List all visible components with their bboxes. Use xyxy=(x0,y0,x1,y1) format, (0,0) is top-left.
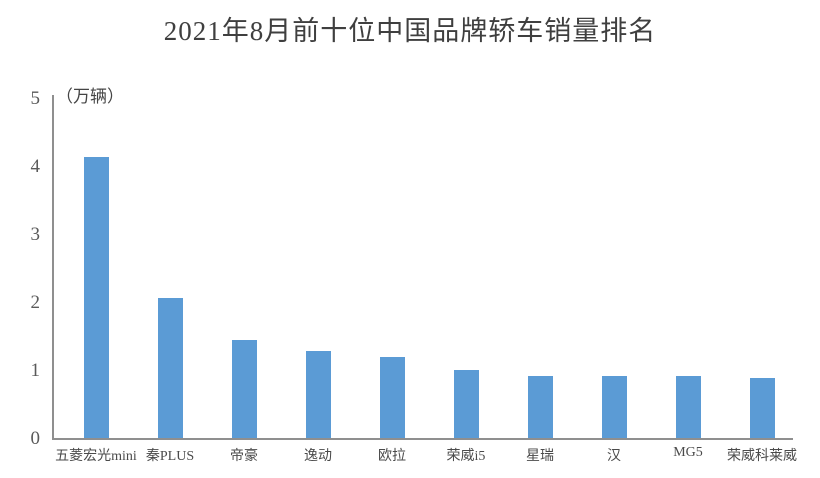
y-tick-label: 1 xyxy=(30,360,41,381)
x-axis-label: MG5 xyxy=(673,445,703,460)
bar xyxy=(83,156,109,439)
bar xyxy=(231,340,257,439)
y-axis-unit-label: （万辆） xyxy=(56,87,124,106)
y-tick-label: 5 xyxy=(30,88,41,109)
bar xyxy=(601,376,627,439)
y-tick-label: 3 xyxy=(30,224,41,245)
x-axis-line xyxy=(52,438,793,440)
bar xyxy=(305,350,331,439)
x-axis-label: 星瑞 xyxy=(526,449,554,464)
y-tick-label: 0 xyxy=(30,428,41,449)
bar xyxy=(675,376,701,439)
x-axis-label: 帝豪 xyxy=(230,449,258,464)
x-axis-label: 秦PLUS xyxy=(145,449,195,464)
x-axis-label: 荣威i5 xyxy=(446,449,486,464)
x-axis-label: 逸动 xyxy=(304,449,332,464)
bar xyxy=(379,357,405,439)
bar xyxy=(527,375,553,439)
bar xyxy=(453,369,479,439)
y-tick-label: 2 xyxy=(30,292,41,313)
x-axis-label: 荣威科莱威 xyxy=(727,449,797,464)
x-axis-label: 五菱宏光mini xyxy=(55,449,137,464)
y-tick-label: 4 xyxy=(30,156,41,177)
chart-title: 2021年8月前十位中国品牌轿车销量排名 xyxy=(163,16,657,46)
y-axis-line xyxy=(52,95,54,440)
bar xyxy=(749,377,775,439)
bar xyxy=(157,297,183,439)
x-axis-label: 汉 xyxy=(607,449,621,464)
x-axis-label: 欧拉 xyxy=(378,449,406,464)
